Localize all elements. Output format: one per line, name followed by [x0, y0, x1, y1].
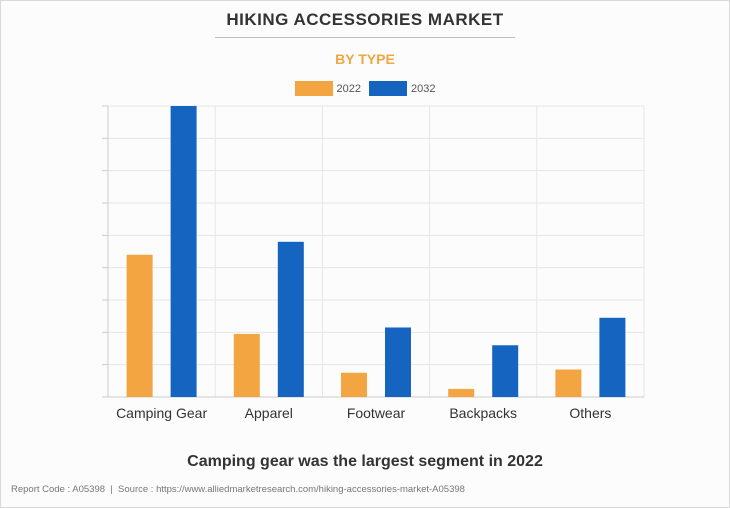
- title-divider: [215, 37, 515, 38]
- footer-separator: |: [110, 484, 113, 495]
- bar-2022-footwear: [341, 372, 367, 397]
- bar-2022-backpacks: [448, 388, 475, 397]
- bar-2032-others: [599, 317, 626, 397]
- x-tick-label: Apparel: [245, 405, 293, 421]
- x-tick-label: Footwear: [347, 405, 406, 421]
- report-code: Report Code : A05398: [11, 484, 106, 495]
- bar-2032-camping-gear: [170, 106, 197, 397]
- bar-2022-camping-gear: [126, 254, 153, 397]
- source-text: Source : https://www.alliedmarketresearc…: [118, 484, 465, 495]
- legend-swatch-2032: [369, 81, 407, 96]
- chart-subtitle: BY TYPE: [335, 51, 395, 67]
- chart-caption: Camping gear was the largest segment in …: [187, 453, 543, 470]
- legend: 2022 2032: [0, 81, 730, 96]
- footer: Report Code : A05398 | Source : https://…: [11, 484, 465, 495]
- chart-title: HIKING ACCESSORIES MARKET: [226, 10, 504, 29]
- bar-2032-footwear: [385, 327, 411, 397]
- legend-label-2032: 2032: [411, 82, 436, 95]
- x-tick-label: Backpacks: [449, 405, 517, 421]
- bar-2032-apparel: [277, 241, 304, 397]
- bar-2022-others: [555, 369, 582, 397]
- bar-2032-backpacks: [492, 345, 519, 397]
- x-tick-label: Camping Gear: [116, 405, 207, 421]
- legend-item-2032[interactable]: 2032: [369, 81, 435, 96]
- x-tick-label: Others: [569, 405, 611, 421]
- legend-item-2022[interactable]: 2022: [294, 81, 361, 96]
- bar-2022-apparel: [233, 333, 260, 397]
- legend-label-2022: 2022: [336, 82, 361, 95]
- legend-swatch-2022: [294, 81, 333, 96]
